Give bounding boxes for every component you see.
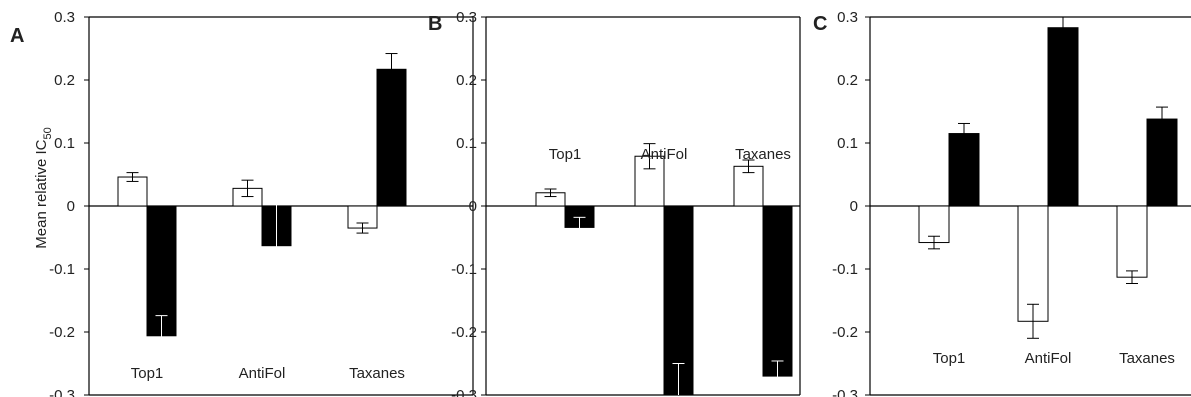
category-label-taxanes: Taxanes (349, 365, 405, 382)
y-axis-label-main: Mean relative IC (33, 139, 50, 248)
black-bar-top1 (146, 205, 177, 337)
y-tick-label: 0 (850, 198, 858, 215)
y-tick-label: -0.2 (49, 324, 75, 341)
y-tick-label: -0.3 (49, 387, 75, 397)
y-tick-label: 0.3 (54, 9, 75, 26)
category-label-top1: Top1 (131, 365, 164, 382)
panel-letter: B (428, 13, 442, 35)
black-bar-taxanes (376, 68, 407, 207)
category-label-top1: Top1 (549, 146, 582, 163)
chart-panel-a: A 0.3 0.2 0.1 0 -0.1 -0.2 -0.3 Top1 AntiFol Taxane… (10, 9, 474, 397)
y-tick-label: -0.1 (451, 261, 477, 278)
y-tick-label: -0.2 (832, 324, 858, 341)
category-label-top1: Top1 (933, 350, 966, 367)
panel-letter: A (10, 25, 24, 47)
y-tick-label: -0.2 (451, 324, 477, 341)
y-axis-label-subscript: 50 (42, 127, 54, 139)
y-tick-label: 0.3 (837, 9, 858, 26)
y-axis-label: Mean relative IC50 (33, 127, 54, 248)
white-bar-top1 (918, 205, 950, 244)
category-label-taxanes: Taxanes (1119, 350, 1175, 367)
y-tick-label: -0.1 (832, 261, 858, 278)
y-tick-label: 0.3 (456, 9, 477, 26)
black-bar-taxanes (1146, 118, 1178, 207)
y-tick-label: 0 (469, 198, 477, 215)
category-label-antifol: AntiFol (239, 365, 286, 382)
y-tick-label: -0.3 (451, 387, 477, 397)
panel-letter: C (813, 13, 827, 35)
y-tick-label: 0.2 (837, 72, 858, 89)
category-label-taxanes: Taxanes (735, 146, 791, 163)
y-tick-label: 0.1 (837, 135, 858, 152)
chart-panel-c: C 0.3 0.2 0.1 0 -0.1 -0.2 -0.3 Top1 AntiFol Taxane… (813, 9, 1191, 397)
chart-panels: A 0.3 0.2 0.1 0 -0.1 -0.2 -0.3 Top1 AntiFol Taxane… (10, 9, 1191, 397)
y-tick-label: 0 (67, 198, 75, 215)
y-tick-label: 0.1 (54, 135, 75, 152)
white-bar-taxanes (1116, 205, 1148, 278)
category-label-antifol: AntiFol (641, 146, 688, 163)
y-tick-label: 0.2 (54, 72, 75, 89)
y-tick-label: 0.1 (456, 135, 477, 152)
black-bar-top1 (948, 133, 980, 207)
chart-panel-b: B 0.3 0.2 0.1 0 -0.1 -0.2 -0.3 Top1 AntiFol Taxane… (428, 9, 801, 397)
y-tick-label: -0.1 (49, 261, 75, 278)
y-tick-label: 0.2 (456, 72, 477, 89)
category-label-antifol: AntiFol (1025, 350, 1072, 367)
y-tick-label: -0.3 (832, 387, 858, 397)
black-bar-taxanes (762, 205, 793, 377)
